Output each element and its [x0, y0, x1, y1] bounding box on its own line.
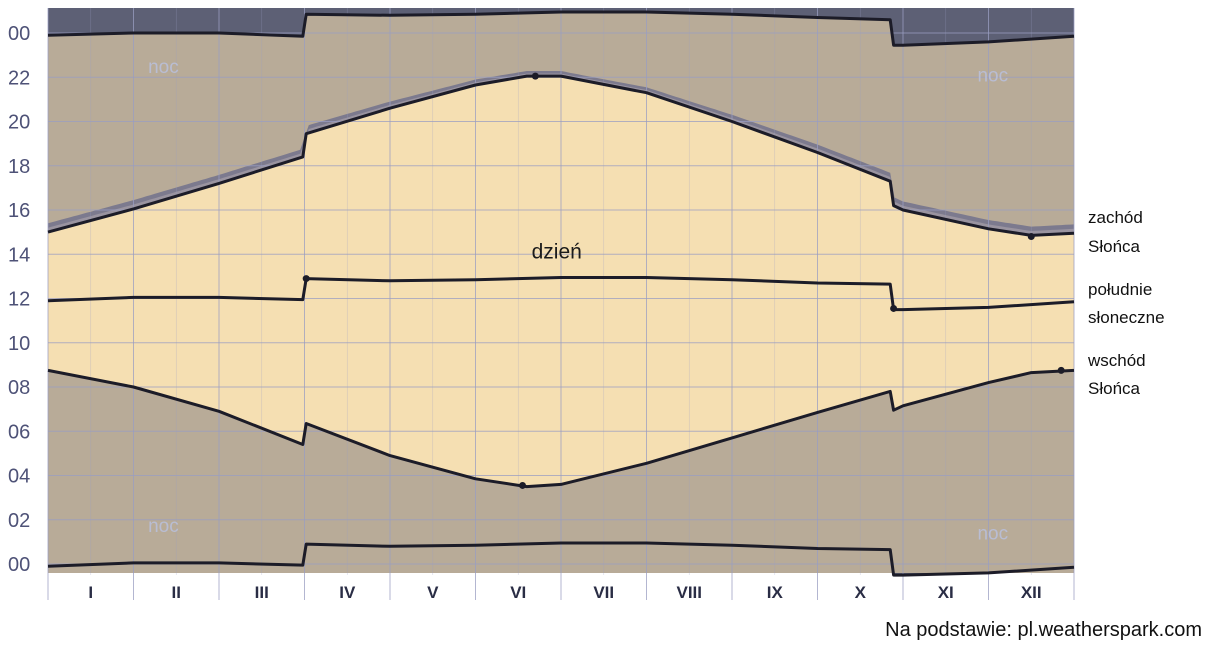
line-label: Słońca	[1088, 237, 1141, 256]
y-tick-label: 00	[8, 554, 30, 576]
x-tick-label: X	[855, 583, 867, 602]
line-label: zachód	[1088, 208, 1143, 227]
marked-point	[531, 72, 539, 80]
y-tick-label: 22	[8, 67, 30, 89]
line-labels: zachód Słońca południe słoneczne wschód Słońc…	[1087, 208, 1165, 398]
y-tick-label: 18	[8, 156, 30, 178]
series-line-0	[47, 74, 1075, 237]
y-tick-label: 20	[8, 112, 30, 134]
region-label-night: noc	[148, 57, 179, 78]
x-tick-label: XI	[938, 583, 954, 602]
marked-point	[1057, 366, 1065, 374]
night-top-boundary	[47, 10, 1075, 47]
night-bottom-boundary	[47, 541, 1075, 577]
y-tick-label: 08	[8, 377, 30, 399]
region-label-night: noc	[977, 66, 1008, 87]
region-label-night: noc	[977, 524, 1008, 545]
series-lines	[47, 10, 1075, 577]
x-tick-label: V	[427, 583, 439, 602]
x-axis: I II III IV V VI VII VIII IX X XI XII	[88, 583, 1041, 602]
marked-point	[1027, 233, 1035, 241]
y-tick-label: 10	[8, 333, 30, 355]
line-label: słoneczne	[1088, 308, 1165, 327]
y-tick-label: 16	[8, 200, 30, 222]
series-line-1	[47, 276, 1075, 312]
marked-point	[302, 275, 310, 283]
line-label: Słońca	[1088, 379, 1141, 398]
x-tick-label: III	[255, 583, 269, 602]
source-credit: Na podstawie: pl.weatherspark.com	[885, 619, 1202, 641]
marked-point	[890, 304, 898, 312]
x-tick-label: VIII	[676, 583, 702, 602]
x-tick-label: IV	[339, 583, 356, 602]
y-tick-label: 12	[8, 289, 30, 311]
y-tick-label: 00	[8, 23, 30, 45]
y-axis: 00 02 04 06 08 10 12 14 16 18 20 22 00	[8, 23, 30, 576]
region-label-day: dzień	[532, 241, 582, 264]
y-tick-label: 04	[8, 466, 30, 488]
y-tick-label: 02	[8, 510, 30, 532]
line-label: wschód	[1087, 351, 1146, 370]
region-label-night: noc	[148, 516, 179, 537]
marked-points	[302, 72, 1065, 489]
line-label: południe	[1088, 280, 1152, 299]
x-tick-label: IX	[767, 583, 784, 602]
series-line-2	[47, 368, 1075, 489]
x-tick-label: VI	[510, 583, 526, 602]
x-tick-label: II	[172, 583, 181, 602]
x-tick-label: XII	[1021, 583, 1042, 602]
y-tick-label: 14	[8, 244, 30, 266]
y-tick-label: 06	[8, 421, 30, 443]
x-tick-label: VII	[593, 583, 614, 602]
marked-point	[519, 481, 527, 489]
x-tick-label: I	[88, 583, 93, 602]
region-labels: noc noc noc noc dzień	[148, 57, 1008, 545]
